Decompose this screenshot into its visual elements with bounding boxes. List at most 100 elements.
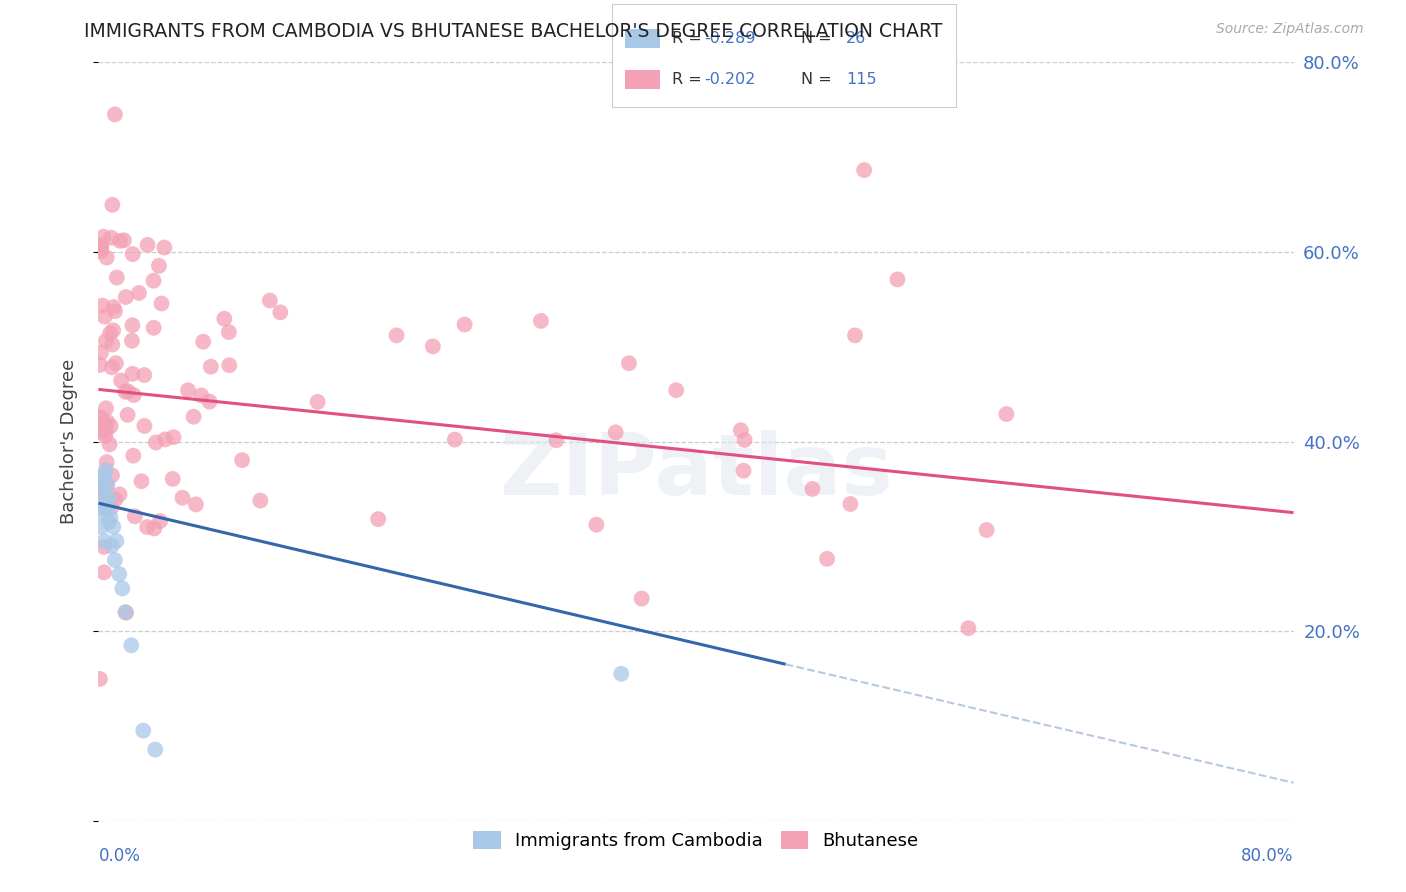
Point bbox=[89, 478, 111, 492]
Point bbox=[121, 334, 143, 348]
Point bbox=[93, 534, 115, 549]
Point bbox=[91, 487, 114, 501]
Point bbox=[853, 163, 876, 178]
Point bbox=[122, 449, 145, 463]
Point bbox=[200, 359, 222, 374]
Text: R =: R = bbox=[672, 31, 707, 45]
Point bbox=[124, 509, 146, 524]
Point bbox=[453, 318, 475, 332]
Point bbox=[101, 360, 124, 375]
Point bbox=[103, 300, 125, 314]
Point bbox=[91, 299, 114, 313]
Point bbox=[90, 425, 112, 439]
Point bbox=[96, 251, 118, 265]
Point bbox=[94, 491, 117, 506]
Point bbox=[198, 394, 221, 409]
Point bbox=[104, 356, 127, 370]
Point bbox=[134, 419, 156, 434]
Point bbox=[114, 605, 136, 619]
Point bbox=[105, 534, 128, 549]
Point bbox=[90, 410, 112, 425]
Point bbox=[108, 567, 131, 582]
Point bbox=[104, 553, 127, 567]
Point bbox=[162, 472, 184, 486]
Point bbox=[142, 274, 165, 288]
Point bbox=[422, 339, 444, 353]
Point bbox=[218, 358, 240, 372]
Text: Source: ZipAtlas.com: Source: ZipAtlas.com bbox=[1216, 22, 1364, 37]
Point bbox=[91, 229, 114, 244]
Point bbox=[153, 241, 176, 255]
Point bbox=[153, 433, 176, 447]
Point bbox=[839, 497, 862, 511]
Point bbox=[269, 305, 291, 319]
Point bbox=[94, 401, 117, 416]
Point bbox=[100, 500, 122, 515]
Point bbox=[231, 453, 253, 467]
Bar bbox=[626, 70, 659, 88]
Point bbox=[259, 293, 281, 308]
Point bbox=[101, 337, 124, 351]
Point bbox=[100, 230, 122, 244]
Legend: Immigrants from Cambodia, Bhutanese: Immigrants from Cambodia, Bhutanese bbox=[467, 823, 925, 857]
Point bbox=[97, 491, 120, 506]
Point bbox=[976, 523, 998, 537]
Point bbox=[103, 520, 125, 534]
Point bbox=[145, 435, 167, 450]
Point bbox=[110, 374, 132, 388]
Point bbox=[177, 383, 200, 397]
Point bbox=[101, 198, 124, 212]
Text: -0.202: -0.202 bbox=[704, 72, 756, 87]
Point bbox=[122, 388, 145, 402]
Text: 80.0%: 80.0% bbox=[1241, 847, 1294, 865]
Point bbox=[132, 723, 155, 738]
Point bbox=[98, 510, 122, 524]
Point bbox=[136, 238, 159, 252]
Point bbox=[94, 423, 117, 437]
Point bbox=[120, 638, 142, 652]
Point bbox=[143, 742, 166, 756]
Text: N =: N = bbox=[801, 72, 837, 87]
Text: R =: R = bbox=[672, 72, 707, 87]
Point bbox=[96, 477, 118, 491]
Point bbox=[143, 521, 166, 535]
Text: 0.0%: 0.0% bbox=[98, 847, 141, 865]
Point bbox=[150, 296, 173, 310]
Point bbox=[90, 345, 112, 359]
Point bbox=[385, 328, 408, 343]
Point bbox=[148, 259, 170, 273]
Point bbox=[89, 672, 111, 686]
Point bbox=[90, 241, 112, 255]
Point bbox=[149, 514, 172, 528]
Point bbox=[184, 497, 207, 511]
Point bbox=[444, 433, 467, 447]
Point bbox=[734, 433, 756, 447]
Point bbox=[90, 238, 112, 252]
Point bbox=[117, 384, 139, 399]
Point bbox=[93, 540, 115, 554]
Point bbox=[98, 437, 121, 451]
Point bbox=[101, 539, 124, 553]
Point bbox=[630, 591, 652, 606]
Point bbox=[105, 270, 128, 285]
Point bbox=[94, 310, 117, 324]
Point bbox=[162, 430, 184, 444]
Y-axis label: Bachelor's Degree: Bachelor's Degree bbox=[59, 359, 77, 524]
Point bbox=[98, 326, 121, 341]
Point bbox=[94, 429, 117, 443]
Point bbox=[605, 425, 627, 440]
Bar bbox=[626, 29, 659, 47]
Point bbox=[111, 582, 134, 596]
Point bbox=[121, 318, 143, 333]
Point bbox=[610, 666, 633, 681]
Point bbox=[100, 419, 122, 434]
Point bbox=[108, 234, 131, 248]
Point bbox=[815, 552, 838, 566]
Point bbox=[142, 320, 165, 334]
Point bbox=[801, 482, 824, 496]
Point bbox=[97, 515, 120, 529]
Point bbox=[844, 328, 866, 343]
Point bbox=[183, 409, 205, 424]
Point bbox=[131, 474, 153, 488]
Point bbox=[91, 482, 114, 496]
